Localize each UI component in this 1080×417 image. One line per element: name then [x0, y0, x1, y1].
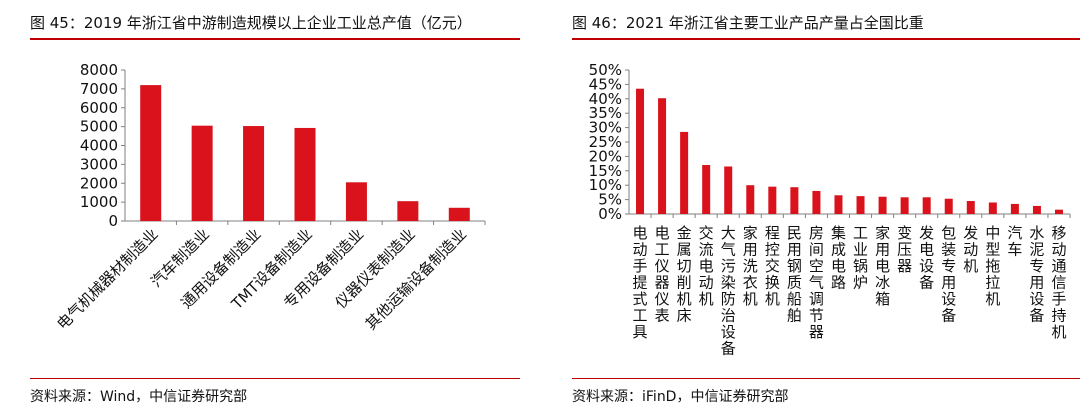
bar: [1054, 209, 1063, 214]
y-tick-label: 45%: [589, 75, 622, 93]
x-tick-label: 家用洗衣机: [743, 224, 758, 308]
bar: [878, 196, 887, 214]
bar: [680, 131, 689, 214]
y-tick-label: 15%: [589, 162, 622, 180]
y-tick-label: 3000: [80, 155, 118, 173]
x-tick-label: 其他运输设备制造业: [362, 225, 470, 333]
x-tick-label: 移动通信手持机: [1051, 224, 1066, 341]
x-tick-label: 家用电冰箱: [875, 224, 890, 308]
bar: [191, 125, 213, 221]
bar: [922, 197, 931, 214]
y-tick-label: 4000: [80, 137, 118, 155]
y-tick-label: 0%: [598, 205, 622, 223]
figure-45-panel: 图 45：2019 年浙江省中游制造规模以上企业工业总产值（亿元） 0 1000 2…: [0, 0, 520, 417]
x-tick-label: 变压器: [897, 224, 912, 275]
figure-45-title: 图 45：2019 年浙江省中游制造规模以上企业工业总产值（亿元）: [30, 14, 472, 32]
figure-46-bottom-rule: [572, 378, 1080, 379]
bar: [448, 207, 470, 221]
bar: [812, 190, 821, 214]
x-tick-label: 大气污染防治设备: [721, 224, 736, 358]
y-tick-label: 30%: [589, 119, 622, 137]
x-tick-label: 工业锅炉: [853, 224, 868, 292]
bar: [966, 201, 975, 214]
bar: [658, 98, 667, 214]
bar: [988, 202, 997, 214]
figure-46-source: 资料来源：iFinD，中信证券研究部: [572, 389, 789, 405]
y-tick-label: 25%: [589, 133, 622, 151]
x-tick-label: 包装专用设备: [941, 224, 956, 325]
bar: [243, 126, 265, 221]
x-tick-label: 程控交换机: [765, 224, 780, 308]
x-tick-label: 电气机械器材制造业: [53, 225, 161, 333]
bar: [140, 85, 162, 221]
y-tick-label: 5%: [598, 191, 622, 209]
y-tick-label: 6000: [80, 99, 118, 117]
figure-46-top-rule: [572, 38, 1080, 40]
x-tick-label: 金属切削机床: [677, 224, 692, 325]
y-tick-label: 0: [108, 212, 118, 230]
figure-46-chart: 0%5%10%15%20%25%30%35%40%45%50% 电动手提式工具电工…: [589, 61, 1071, 358]
x-tick-label: 汽车: [1007, 224, 1022, 259]
bar: [724, 166, 733, 214]
bar: [294, 127, 316, 221]
bar: [746, 185, 755, 214]
bar: [1010, 203, 1019, 214]
y-tick-label: 50%: [589, 61, 622, 79]
x-tick-label: 民用钢质船舶: [787, 224, 802, 325]
figure-45-source: 资料来源：Wind，中信证券研究部: [30, 389, 248, 405]
y-tick-label: 7000: [80, 80, 118, 98]
x-tick-label: 电动手提式工具: [633, 224, 648, 341]
figure-45-top-rule: [30, 38, 520, 40]
x-tick-label: 发动机: [963, 224, 978, 275]
y-tick-label: 35%: [589, 104, 622, 122]
y-tick-label: 2000: [80, 174, 118, 192]
bar: [834, 195, 843, 214]
x-tick-label: 房间空气调节器: [809, 224, 824, 341]
bar: [768, 186, 777, 214]
y-tick-label: 8000: [80, 61, 118, 79]
bar: [1032, 205, 1041, 214]
y-tick-label: 10%: [589, 176, 622, 194]
x-tick-label: 电工仪器仪表: [655, 224, 670, 325]
y-tick-label: 20%: [589, 147, 622, 165]
y-tick-label: 40%: [589, 90, 622, 108]
bar: [702, 165, 711, 214]
bar: [790, 187, 799, 214]
bar: [397, 201, 419, 221]
bar: [345, 182, 367, 221]
x-tick-label: 中型拖拉机: [985, 224, 1000, 308]
x-tick-label: 水泥专用设备: [1029, 224, 1044, 325]
bar: [900, 197, 909, 214]
x-tick-label: 集成电路: [831, 224, 846, 292]
bar: [944, 198, 953, 214]
y-tick-label: 5000: [80, 118, 118, 136]
figure-46-panel: 图 46：2021 年浙江省主要工业产品产量占全国比重 0% 5% 10% 15% 20…: [560, 0, 1080, 417]
bar: [856, 196, 865, 214]
x-tick-label: 发电设备: [919, 224, 934, 292]
figure-45-bottom-rule: [30, 378, 520, 379]
bar: [636, 88, 645, 214]
x-tick-label: 交流电动机: [699, 224, 714, 308]
y-tick-label: 1000: [80, 193, 118, 211]
figure-46-title: 图 46：2021 年浙江省主要工业产品产量占全国比重: [572, 14, 924, 32]
